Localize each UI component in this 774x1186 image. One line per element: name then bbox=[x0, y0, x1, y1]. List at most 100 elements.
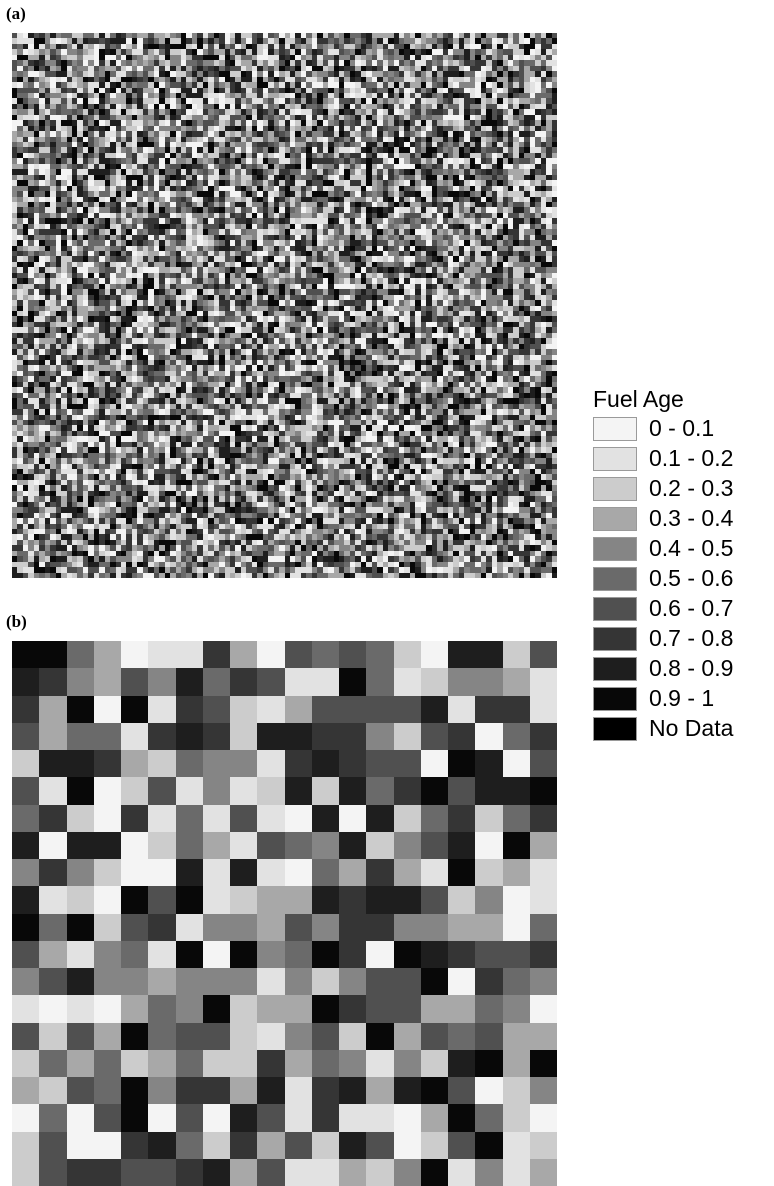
grid-cell bbox=[39, 202, 45, 207]
grid-cell bbox=[121, 224, 126, 229]
grid-cell bbox=[399, 256, 404, 262]
grid-cell bbox=[524, 104, 530, 109]
grid-cell bbox=[77, 251, 83, 256]
grid-cell bbox=[464, 164, 470, 169]
grid-cell bbox=[388, 191, 394, 197]
grid-cell bbox=[246, 153, 252, 158]
grid-cell bbox=[154, 120, 159, 126]
grid-cell bbox=[257, 153, 263, 158]
grid-cell bbox=[372, 44, 377, 49]
grid-cell bbox=[497, 38, 503, 44]
grid-cell bbox=[39, 153, 45, 158]
grid-cell bbox=[388, 246, 394, 251]
grid-cell bbox=[99, 278, 105, 284]
grid-cell bbox=[295, 197, 301, 202]
grid-cell bbox=[448, 131, 453, 137]
grid-cell bbox=[252, 120, 257, 126]
grid-cell bbox=[121, 153, 126, 158]
grid-cell bbox=[464, 71, 470, 77]
grid-cell bbox=[67, 60, 72, 66]
grid-cell bbox=[448, 213, 453, 218]
grid-cell bbox=[67, 213, 72, 218]
grid-cell bbox=[508, 82, 513, 88]
grid-cell bbox=[366, 98, 372, 104]
grid-cell bbox=[513, 71, 519, 77]
grid-cell bbox=[235, 267, 241, 273]
grid-cell bbox=[50, 180, 56, 186]
grid-cell bbox=[176, 49, 181, 55]
grid-cell bbox=[50, 93, 56, 98]
grid-cell bbox=[235, 60, 241, 66]
grid-cell bbox=[246, 295, 252, 300]
grid-cell bbox=[50, 44, 56, 49]
grid-cell bbox=[45, 278, 50, 284]
grid-cell bbox=[121, 229, 126, 235]
grid-cell bbox=[116, 98, 121, 104]
grid-cell bbox=[263, 153, 268, 158]
panel-a-label: (a) bbox=[6, 4, 26, 23]
grid-cell bbox=[323, 197, 328, 202]
grid-cell bbox=[94, 115, 99, 120]
grid-cell bbox=[274, 175, 279, 180]
grid-cell bbox=[181, 240, 186, 246]
grid-cell bbox=[39, 104, 45, 109]
grid-cell bbox=[121, 175, 126, 180]
grid-cell bbox=[503, 44, 508, 49]
grid-cell bbox=[45, 98, 50, 104]
grid-cell bbox=[388, 131, 394, 137]
grid-cell bbox=[285, 207, 290, 213]
grid-cell bbox=[110, 153, 116, 158]
grid-cell bbox=[83, 147, 88, 153]
grid-cell bbox=[241, 218, 246, 224]
grid-cell bbox=[263, 131, 268, 137]
grid-cell bbox=[99, 120, 105, 126]
grid-cell bbox=[541, 77, 546, 82]
grid-cell bbox=[415, 186, 421, 191]
grid-cell bbox=[192, 164, 197, 169]
grid-cell bbox=[143, 278, 148, 284]
grid-cell bbox=[208, 197, 214, 202]
grid-cell bbox=[432, 104, 437, 109]
grid-cell bbox=[208, 224, 214, 229]
grid-cell bbox=[12, 289, 17, 295]
grid-cell bbox=[170, 93, 176, 98]
grid-cell bbox=[208, 55, 214, 60]
grid-cell bbox=[274, 131, 279, 137]
grid-cell bbox=[350, 186, 355, 191]
grid-cell bbox=[410, 158, 415, 164]
grid-cell bbox=[421, 120, 426, 126]
grid-cell bbox=[541, 267, 546, 273]
grid-cell bbox=[404, 224, 410, 229]
grid-cell bbox=[421, 267, 426, 273]
grid-cell bbox=[192, 71, 197, 77]
grid-cell bbox=[45, 246, 50, 251]
grid-cell bbox=[486, 256, 492, 262]
grid-cell bbox=[137, 77, 143, 82]
grid-cell bbox=[519, 240, 524, 246]
grid-cell bbox=[208, 191, 214, 197]
grid-cell bbox=[437, 131, 443, 137]
grid-cell bbox=[301, 267, 306, 273]
grid-cell bbox=[208, 120, 214, 126]
grid-cell bbox=[421, 71, 426, 77]
grid-cell bbox=[459, 175, 464, 180]
grid-cell bbox=[344, 153, 350, 158]
grid-cell bbox=[415, 55, 421, 60]
grid-cell bbox=[116, 109, 121, 115]
grid-cell bbox=[312, 273, 317, 278]
grid-cell bbox=[230, 120, 235, 126]
grid-cell bbox=[497, 153, 503, 158]
grid-cell bbox=[230, 38, 235, 44]
grid-cell bbox=[72, 77, 77, 82]
grid-cell bbox=[56, 88, 61, 93]
grid-cell bbox=[192, 218, 197, 224]
grid-cell bbox=[339, 142, 344, 147]
grid-cell bbox=[28, 197, 34, 202]
grid-cell bbox=[459, 295, 464, 300]
grid-cell bbox=[312, 295, 317, 300]
grid-cell bbox=[448, 98, 453, 104]
grid-cell bbox=[50, 104, 56, 109]
grid-cell bbox=[459, 126, 464, 131]
grid-cell bbox=[214, 262, 219, 267]
grid-cell bbox=[197, 289, 203, 295]
